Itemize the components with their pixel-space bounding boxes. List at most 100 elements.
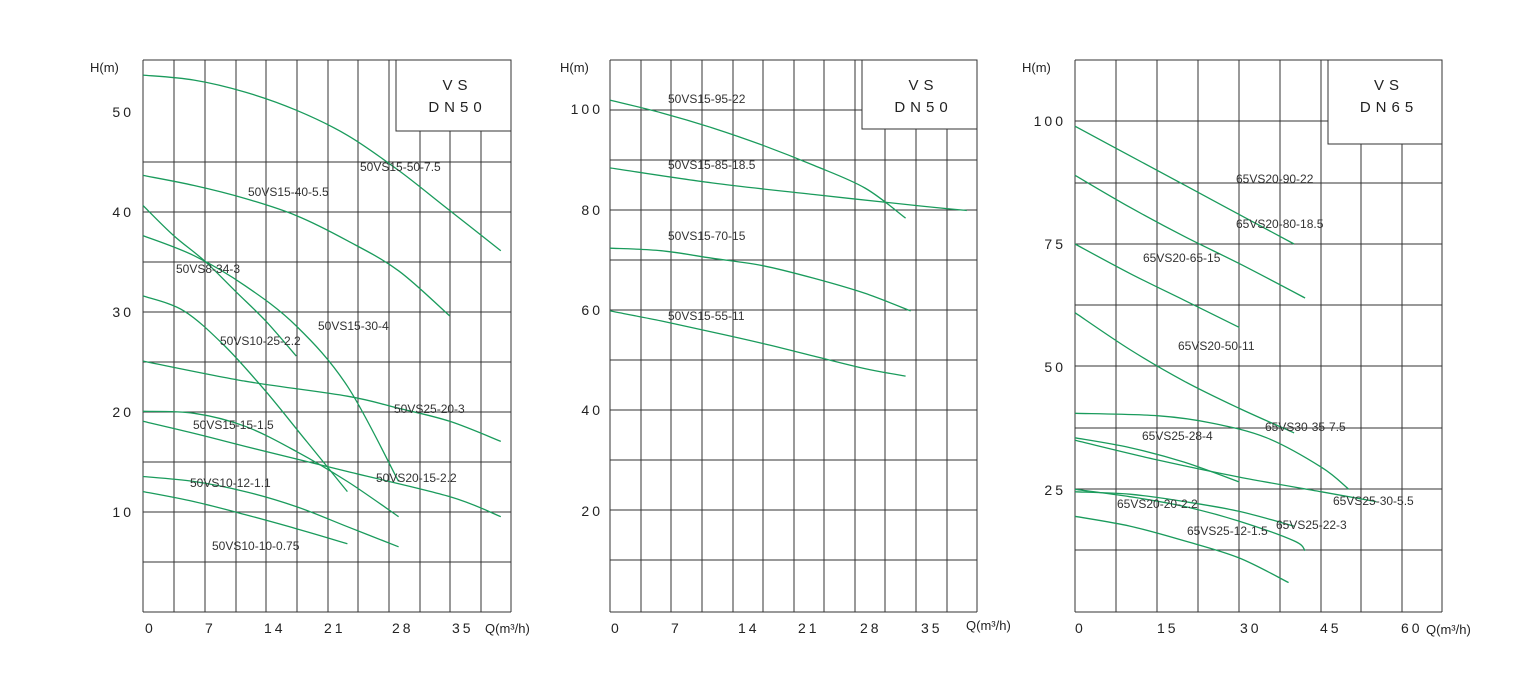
curve-label: 65VS20-90-22 xyxy=(1236,172,1314,186)
curve-label: 50VS8-34-3 xyxy=(176,262,240,276)
curve-label: 50VS10-12-1.1 xyxy=(190,476,271,490)
model-box-line-1: VS xyxy=(908,77,938,94)
y-axis-title: H(m) xyxy=(1022,60,1051,75)
chart-panel-3: VS DN65 H(m) Q(m³/h) 0 15 30 45 60 25 50 75 100 65VS2… xyxy=(1022,59,1471,637)
x-tick-label: 15 xyxy=(1157,620,1179,636)
chart-panel-1: VS DN50 H(m) Q(m³/h) 0 7 14 21 28 35 10 20 30 40 50 50V… xyxy=(90,59,530,636)
curve-65vs25-12-1_5 xyxy=(1074,515,1289,584)
model-box-line-2: DN50 xyxy=(894,99,952,116)
y-tick-label: 30 xyxy=(112,304,134,320)
model-box-line-1: VS xyxy=(442,77,472,94)
y-axis-title: H(m) xyxy=(90,60,119,75)
x-tick-label: 21 xyxy=(324,620,346,636)
y-tick-label: 40 xyxy=(581,402,603,418)
curve-65vs25-22-3 xyxy=(1074,488,1306,552)
x-tick-label: 0 xyxy=(145,620,156,636)
curve-label: 65VS25-12-1.5 xyxy=(1187,524,1268,538)
curves xyxy=(1074,125,1377,584)
curve-label: 65VS25-30-5.5 xyxy=(1333,494,1414,508)
curve-label: 50VS15-50-7.5 xyxy=(360,160,441,174)
model-box-line-2: DN50 xyxy=(428,99,486,116)
model-box xyxy=(861,59,978,130)
curve-label: 50VS15-55-11 xyxy=(668,309,745,323)
curve-50vs15-50-7_5 xyxy=(142,74,502,252)
y-tick-label: 60 xyxy=(581,302,603,318)
y-tick-label: 20 xyxy=(581,503,603,519)
curve-label: 65VS30-35-7.5 xyxy=(1265,420,1346,434)
curve-label: 50VS10-25-2.2 xyxy=(220,334,301,348)
curve-label: 65VS20-65-15 xyxy=(1143,251,1221,265)
y-tick-label: 25 xyxy=(1044,482,1066,498)
curve-label: 65VS20-20-2.2 xyxy=(1117,497,1198,511)
curve-65vs25-28-4 xyxy=(1074,437,1240,483)
curve-label: 50VS15-30-4 xyxy=(318,319,389,333)
curves xyxy=(609,99,967,377)
x-tick-label: 30 xyxy=(1240,620,1262,636)
grid xyxy=(1074,59,1443,613)
curve-label: 50VS15-85-18.5 xyxy=(668,158,756,172)
curve-label: 65VS20-50-11 xyxy=(1178,339,1255,353)
y-tick-label: 100 xyxy=(1034,113,1066,129)
curve-label: 50VS25-20-3 xyxy=(394,402,465,416)
curve-65vs20-65-15 xyxy=(1074,243,1240,328)
y-tick-label: 80 xyxy=(581,202,603,218)
model-box-line-1: VS xyxy=(1374,77,1404,94)
y-axis-title: H(m) xyxy=(560,60,589,75)
x-tick-label: 7 xyxy=(671,620,682,636)
grid xyxy=(142,59,512,613)
x-tick-label: 35 xyxy=(921,620,943,636)
curve-50vs15-85-18_5 xyxy=(609,167,967,212)
curve-50vs8-34-3 xyxy=(142,205,297,357)
y-tick-label: 40 xyxy=(112,204,134,220)
y-tick-label: 100 xyxy=(571,101,603,117)
x-tick-label: 28 xyxy=(392,620,414,636)
x-tick-label: 7 xyxy=(205,620,216,636)
curve-65vs20-80-18_5 xyxy=(1074,174,1306,299)
curve-label: 50VS20-15-2.2 xyxy=(376,471,457,485)
curve-65vs20-20-2_2 xyxy=(1074,491,1295,527)
curve-labels: 65VS20-90-22 65VS20-80-18.5 65VS20-65-15 65… xyxy=(1117,172,1414,538)
x-tick-label: 28 xyxy=(860,620,882,636)
curve-50vs10-25-2_2 xyxy=(142,295,348,493)
curve-labels: 50VS15-95-22 50VS15-85-18.5 50VS15-70-15 50… xyxy=(668,92,756,323)
curve-50vs15-95-22 xyxy=(609,99,906,219)
model-box xyxy=(395,59,512,132)
x-tick-label: 0 xyxy=(1075,620,1086,636)
curve-50vs10-10-0_75 xyxy=(142,490,348,545)
curve-65vs25-30-5_5 xyxy=(1074,439,1377,503)
y-tick-label: 50 xyxy=(112,104,134,120)
x-tick-label: 60 xyxy=(1401,620,1423,636)
x-axis-title: Q(m³/h) xyxy=(1426,622,1471,637)
x-axis-title: Q(m³/h) xyxy=(485,621,530,636)
curve-50vs15-70-15 xyxy=(609,247,911,312)
y-tick-label: 50 xyxy=(1044,359,1066,375)
curve-50vs25-20-3 xyxy=(142,360,502,443)
curve-label: 50VS15-15-1.5 xyxy=(193,418,274,432)
curve-50vs15-55-11 xyxy=(609,310,906,377)
curve-65vs20-50-11 xyxy=(1074,312,1295,434)
grid xyxy=(609,59,978,613)
x-tick-label: 21 xyxy=(798,620,820,636)
curve-50vs15-15-1_5 xyxy=(142,410,399,518)
x-tick-label: 14 xyxy=(264,620,286,636)
x-tick-label: 35 xyxy=(452,620,474,636)
chart-panel-2: VS DN50 H(m) Q(m³/h) 0 7 14 21 28 35 20 40 60 80 100 50… xyxy=(560,59,1011,636)
model-box-line-2: DN65 xyxy=(1360,99,1418,116)
y-tick-label: 10 xyxy=(112,504,134,520)
curve-65vs30-35-7_5 xyxy=(1074,412,1350,490)
x-tick-label: 0 xyxy=(611,620,622,636)
model-box xyxy=(1327,59,1443,145)
curve-50vs20-15-2_2 xyxy=(142,420,502,518)
curve-label: 50VS15-40-5.5 xyxy=(248,185,329,199)
curve-50vs15-40-5_5 xyxy=(142,174,451,317)
curve-label: 65VS25-22-3 xyxy=(1276,518,1347,532)
curve-50vs10-12-1_1 xyxy=(142,475,399,548)
curve-label: 50VS10-10-0.75 xyxy=(212,539,300,553)
curves xyxy=(142,74,502,548)
x-tick-label: 45 xyxy=(1320,620,1342,636)
curve-50vs15-30-4 xyxy=(142,234,400,482)
curve-label: 65VS20-80-18.5 xyxy=(1236,217,1324,231)
y-tick-label: 75 xyxy=(1044,236,1066,252)
y-tick-label: 20 xyxy=(112,404,134,420)
